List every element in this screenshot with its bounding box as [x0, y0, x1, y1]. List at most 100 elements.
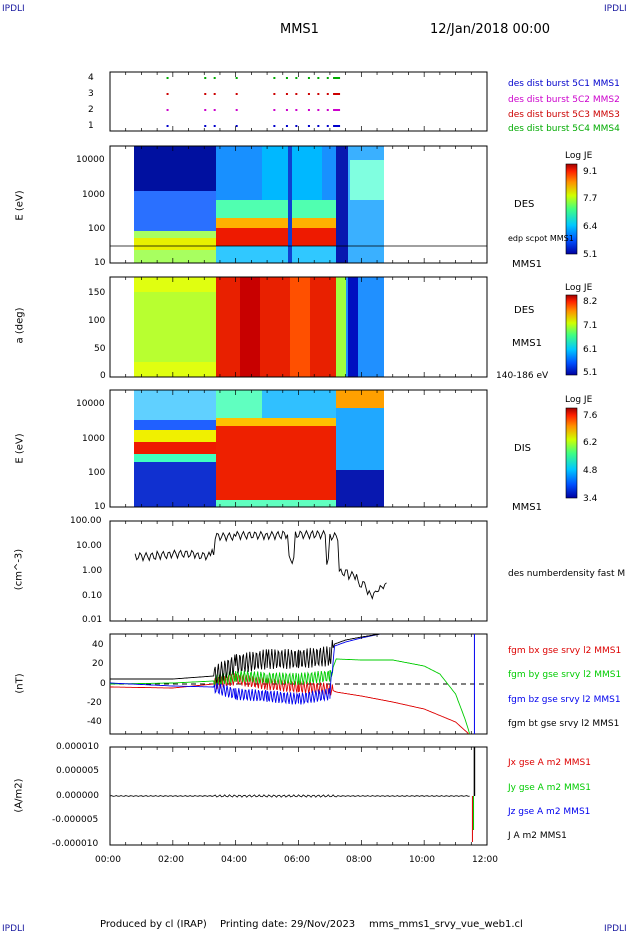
burst-mark	[317, 93, 320, 95]
burst-mark	[273, 93, 276, 95]
corner-label-bottom-right: IPDLI	[604, 924, 627, 934]
des-pitch-panel	[134, 277, 384, 377]
burst-mark	[333, 125, 341, 127]
des-p-block	[134, 362, 216, 377]
bfield-series-line	[110, 634, 381, 684]
dis-block	[134, 454, 216, 462]
xtick-label: 10:00	[409, 855, 435, 865]
burst-mark	[235, 109, 238, 111]
des-p-ytick: 50	[94, 344, 106, 354]
b-ytick: 0	[100, 679, 106, 689]
burst-mark	[317, 125, 320, 127]
density-series-line	[134, 529, 387, 600]
b-ytick: 20	[92, 659, 104, 669]
energy-range-label: 140-186 eV	[496, 371, 549, 381]
mms-label: MMS1	[512, 259, 542, 270]
dis-block	[134, 390, 216, 420]
burst-panel	[109, 71, 488, 132]
des-e-block	[216, 228, 336, 246]
des-e-block	[134, 191, 216, 231]
burst-mark	[273, 109, 276, 111]
dis-block	[336, 470, 384, 507]
burst-mark	[285, 77, 288, 79]
corner-label-top-right: IPDLI	[604, 4, 627, 14]
burst-mark	[307, 109, 310, 111]
burst-mark	[235, 93, 238, 95]
dens-ytick: 10.00	[76, 541, 102, 551]
b-ytick: -40	[87, 717, 102, 727]
j-ytick: -0.000010	[52, 839, 99, 849]
burst-ytick: 3	[88, 89, 94, 99]
burst-mark	[326, 77, 329, 79]
xtick-label: 08:00	[346, 855, 372, 865]
mms-pitch-label: MMS1	[512, 338, 542, 349]
burst-legend-c4: des dist burst 5C4 MMS4	[508, 124, 620, 134]
burst-mark	[295, 125, 298, 127]
j-ytick: -0.000005	[52, 815, 99, 825]
dens-ytick: 100.00	[70, 516, 102, 526]
burst-mark	[166, 125, 169, 127]
dis-ytick: 1000	[82, 434, 105, 444]
burst-mark	[333, 93, 341, 95]
bfield-series-line	[110, 673, 470, 734]
des-p-block	[290, 277, 310, 377]
dis-ytick: 100	[88, 468, 106, 478]
xtick-label: 12:00	[472, 855, 498, 865]
cbar-tick: 5.1	[583, 368, 598, 378]
cbar-tick: 9.1	[583, 167, 598, 177]
des-p-block	[134, 277, 216, 377]
cbar-tick: 3.4	[583, 494, 598, 504]
bfield-lines	[110, 634, 475, 734]
colorbar-des-energy	[565, 163, 578, 255]
ylabel-dis-energy: E (eV)	[14, 433, 26, 464]
cbar-tick: 6.4	[583, 222, 598, 232]
b-ytick: 40	[92, 640, 104, 650]
bfield-series-line	[110, 658, 471, 734]
dis-block	[336, 390, 384, 408]
dis-block	[134, 430, 216, 442]
burst-mark	[204, 93, 207, 95]
burst-mark	[307, 93, 310, 95]
des-p-ytick: 100	[88, 316, 106, 326]
burst-mark	[213, 77, 216, 79]
cbar-title: Log JE	[565, 395, 593, 405]
dis-energy-panel	[134, 390, 384, 507]
cbar-tick: 7.6	[583, 411, 598, 421]
mms-dis-label: MMS1	[512, 502, 542, 513]
des-label: DES	[514, 199, 535, 210]
burst-mark	[307, 77, 310, 79]
des-e-ytick: 10	[94, 258, 106, 268]
des-pitch-label: DES	[514, 305, 535, 316]
des-p-ytick: 150	[88, 288, 106, 298]
des-e-block	[288, 146, 292, 263]
density-lines	[134, 529, 387, 600]
des-e-block	[216, 246, 336, 263]
dis-block	[216, 418, 336, 426]
cbar-tick: 5.1	[583, 250, 598, 260]
b-ytick: -20	[87, 698, 102, 708]
cbar-tick: 6.2	[583, 438, 598, 448]
bt-legend: fgm bt gse srvy l2 MMS1	[508, 719, 620, 729]
cbar-title: Log JE	[565, 283, 593, 293]
burst-mark	[213, 109, 216, 111]
burst-mark	[235, 77, 238, 79]
footer-printing-date: Printing date: 29/Nov/2023	[220, 919, 356, 930]
cbar-tick: 6.1	[583, 345, 598, 355]
burst-mark	[333, 109, 341, 111]
burst-mark	[295, 77, 298, 79]
burst-mark	[295, 93, 298, 95]
burst-mark	[285, 93, 288, 95]
scpot-label: edp scpot MMS1	[508, 234, 574, 243]
des-p-ytick: 0	[100, 371, 106, 381]
xtick-label: 06:00	[284, 855, 310, 865]
ylabel-des-pitch: a (deg)	[14, 307, 26, 344]
burst-mark	[333, 77, 341, 79]
j-ytick: 0.000005	[56, 766, 99, 776]
corner-label-bottom-left: IPDLI	[2, 924, 25, 934]
footer-filename: mms_mms1_srvy_vue_web1.cl	[369, 919, 523, 930]
bfield-series-line	[110, 634, 381, 705]
des-e-block	[350, 160, 384, 200]
burst-mark	[326, 93, 329, 95]
